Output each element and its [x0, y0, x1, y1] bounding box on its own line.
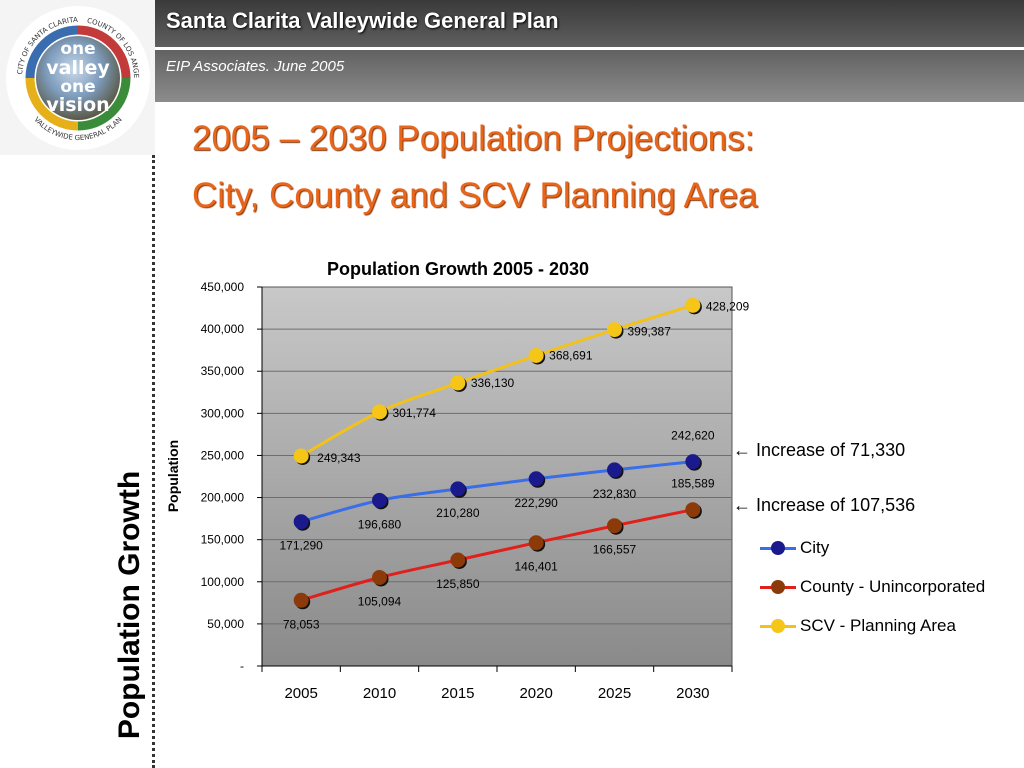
data-label-county-unincorporated: 185,589 [671, 477, 715, 491]
data-label-county-unincorporated: 146,401 [514, 560, 558, 574]
general-plan-logo: CITY OF SANTA CLARITA COUNTY OF LOS ANGE… [0, 0, 155, 155]
data-point-city [372, 492, 387, 508]
data-label-scv-planning-area: 336,130 [471, 376, 515, 390]
x-tick-label: 2025 [598, 685, 631, 702]
legend-item-city: City [760, 538, 829, 558]
y-tick-label: 450,000 [201, 280, 245, 294]
svg-text:vision: vision [46, 94, 109, 116]
legend-label: County - Unincorporated [800, 577, 986, 596]
x-tick-label: 2010 [363, 685, 396, 702]
city-increase-annotation: ← Increase of 107,536 [733, 495, 916, 515]
data-label-county-unincorporated: 78,053 [283, 617, 320, 631]
legend-label: SCV - Planning Area [800, 616, 956, 635]
slide-title: 2005 – 2030 Population Projections: City… [192, 110, 758, 224]
svg-text:one: one [60, 77, 95, 97]
plot-area [261, 286, 733, 667]
chart-title: Population Growth 2005 - 2030 [327, 259, 589, 279]
y-tick-label: 100,000 [201, 575, 245, 589]
header-divider [155, 47, 1024, 50]
svg-text:one: one [60, 39, 95, 59]
data-point-county-unincorporated [528, 535, 544, 551]
data-label-scv-planning-area: 368,691 [549, 348, 593, 362]
data-label-scv-planning-area: 399,387 [628, 325, 672, 339]
header-subtitle: EIP Associates. June 2005 [166, 58, 345, 75]
data-point-scv-planning-area [372, 404, 387, 420]
y-tick-label: 150,000 [201, 533, 245, 547]
legend-item-county-unincorporated: County - Unincorporated [760, 577, 985, 597]
data-label-city: 196,680 [358, 517, 402, 531]
data-point-county-unincorporated [372, 569, 387, 585]
data-label-city: 232,830 [593, 487, 637, 501]
legend-swatch [760, 538, 796, 558]
x-tick-label: 2020 [519, 685, 552, 702]
y-axis-label: Population [165, 440, 181, 512]
header-bar [155, 0, 1024, 102]
y-tick-label: - [240, 659, 244, 673]
data-point-scv-planning-area [450, 375, 466, 391]
scv-increase-annotation: ← Increase of 71,330 [733, 440, 906, 460]
data-point-county-unincorporated [607, 518, 622, 534]
data-point-county-unincorporated [685, 502, 701, 518]
legend-marker [771, 541, 785, 555]
data-point-scv-planning-area [607, 322, 622, 338]
y-tick-label: 350,000 [201, 364, 245, 378]
data-point-city [293, 514, 309, 530]
data-point-city [450, 481, 466, 497]
data-point-scv-planning-area [685, 297, 701, 313]
data-point-county-unincorporated [450, 552, 466, 568]
legend-swatch [760, 616, 796, 636]
data-label-scv-planning-area: 428,209 [706, 299, 750, 313]
series-line-scv-planning-area [300, 303, 694, 458]
data-point-scv-planning-area [528, 347, 544, 363]
y-tick-label: 250,000 [201, 448, 245, 462]
data-label-county-unincorporated: 166,557 [593, 543, 637, 557]
slide-title-line1: 2005 – 2030 Population Projections: [192, 119, 755, 158]
data-label-city: 210,280 [436, 506, 480, 520]
data-point-city [607, 462, 622, 478]
x-tick-label: 2015 [441, 685, 474, 702]
legend-marker [771, 580, 785, 594]
data-label-county-unincorporated: 105,094 [358, 594, 402, 608]
dotted-divider [152, 155, 155, 768]
data-point-city [685, 454, 701, 470]
data-label-city: 171,290 [279, 539, 323, 553]
slide-title-line2: City, County and SCV Planning Area [192, 176, 758, 215]
data-point-city [528, 471, 544, 487]
legend-swatch [760, 577, 796, 597]
data-label-scv-planning-area: 301,774 [393, 406, 437, 420]
y-tick-label: 200,000 [201, 491, 245, 505]
data-point-scv-planning-area [293, 448, 309, 464]
data-label-city: 222,290 [514, 496, 558, 510]
legend-label: City [800, 538, 830, 557]
y-tick-label: 400,000 [201, 322, 245, 336]
data-label-city: 242,620 [671, 429, 715, 443]
y-tick-label: 300,000 [201, 406, 245, 420]
y-tick-label: 50,000 [207, 617, 244, 631]
data-label-county-unincorporated: 125,850 [436, 577, 480, 591]
svg-text:valley: valley [46, 57, 110, 79]
data-label-scv-planning-area: 249,343 [317, 451, 361, 465]
legend-marker [771, 619, 785, 633]
header-title: Santa Clarita Valleywide General Plan [166, 8, 559, 33]
data-point-county-unincorporated [293, 592, 309, 608]
legend-item-scv-planning-area: SCV - Planning Area [760, 616, 956, 636]
x-tick-label: 2005 [284, 685, 317, 702]
x-tick-label: 2030 [676, 685, 709, 702]
